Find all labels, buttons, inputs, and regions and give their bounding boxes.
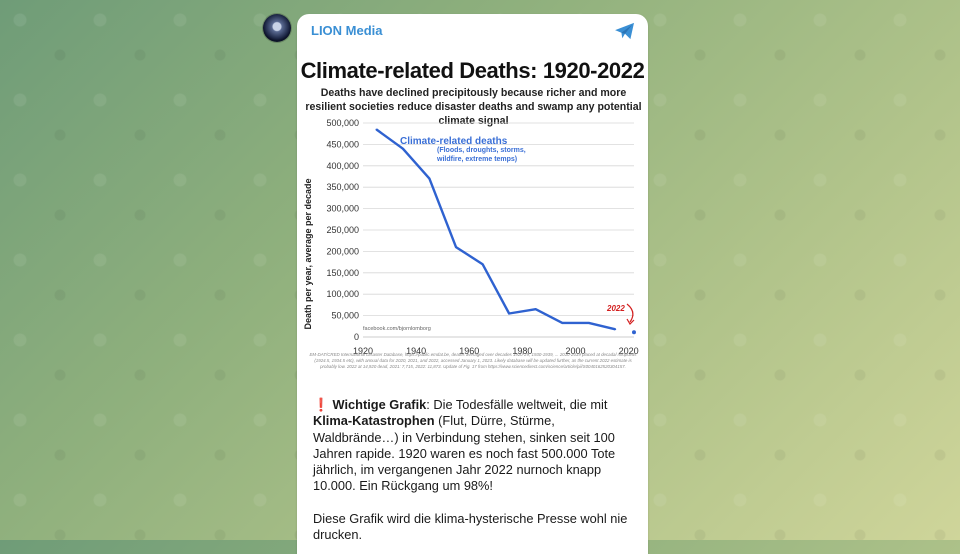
message-text-1: : Die Todesfälle weltweit, die mit [426, 397, 608, 412]
x-tick-label: 1960 [459, 346, 479, 356]
y-tick-label: 200,000 [326, 246, 359, 256]
data-point [588, 322, 590, 324]
x-tick-label: 1940 [406, 346, 426, 356]
y-tick-label: 350,000 [326, 182, 359, 192]
data-point-2022 [632, 330, 636, 335]
legend-sublabel-box: (Floods, droughts, storms, wildfire, ext… [437, 147, 526, 163]
chart-subtitle: Deaths have declined precipitously becau… [305, 87, 642, 127]
source-note-box: EM-DAT/CRED International Disaster Datab… [309, 352, 637, 369]
channel-name[interactable]: LION Media [311, 23, 383, 38]
x-tick-label: 1980 [512, 346, 532, 356]
y-tick-label: 0 [354, 332, 359, 342]
x-tick-label: 2000 [566, 346, 586, 356]
annotation-2022: 2022 [606, 304, 625, 313]
exclamation-icon: ❗ [313, 397, 329, 412]
source-note: EM-DAT/CRED International Disaster Datab… [309, 352, 637, 369]
annotation-arrowhead [626, 318, 635, 325]
data-point [561, 322, 564, 324]
y-axis-label: Death per year, average per decade [303, 178, 313, 329]
data-point [481, 263, 484, 266]
y-tick-label: 300,000 [326, 204, 359, 214]
message-bold-phrase: Klima-Katastrophen [313, 413, 435, 429]
chart-plot: 0 50,000 100,000 150,000 200,000 250,000 300,0… [303, 118, 639, 369]
share-icon[interactable] [614, 22, 636, 40]
message-headline: Wichtige Grafik [332, 397, 427, 412]
chart: Climate-related Deaths: 1920-2022 Deaths… [297, 54, 648, 389]
message-paragraph-1: ❗ Wichtige Grafik: Die Todesfälle weltwe… [313, 397, 635, 495]
y-tick-label: 500,000 [326, 118, 359, 128]
y-tick-label: 400,000 [326, 161, 359, 171]
data-point [375, 128, 378, 131]
message-paragraph-2: Diese Grafik wird die klima-hysterische … [313, 510, 628, 543]
chart-title: Climate-related Deaths: 1920-2022 [300, 58, 645, 83]
data-point [508, 312, 510, 315]
legend-label: Climate-related deaths [400, 136, 508, 147]
y-tick-label: 100,000 [326, 289, 359, 299]
x-tick-label: 2020 [619, 346, 639, 356]
x-tick-label: 1920 [353, 346, 373, 356]
data-point [534, 308, 537, 310]
legend-sublabel: (Floods, droughts, storms, wildfire, ext… [437, 147, 526, 163]
y-tick-label: 450,000 [326, 139, 359, 149]
message-text: ❗ Wichtige Grafik: Die Todesfälle weltwe… [313, 397, 635, 554]
y-tick-label: 50,000 [331, 311, 359, 321]
y-tick-label: 250,000 [326, 225, 359, 235]
data-point [455, 246, 457, 248]
data-point [402, 147, 404, 150]
data-point [428, 177, 431, 180]
y-tick-label: 150,000 [326, 268, 359, 278]
channel-avatar[interactable] [263, 14, 291, 42]
data-point [614, 328, 617, 331]
watermark: facebook.com/bjornlomborg [363, 326, 431, 332]
annotation-arrow [626, 303, 634, 323]
series-line [375, 128, 616, 331]
message-text-2: (Flut, Dürre, Stürme, Waldbrände…) in Ve… [313, 413, 616, 494]
message-card: LION Media Climate-related Deaths: 1920-… [297, 14, 648, 554]
